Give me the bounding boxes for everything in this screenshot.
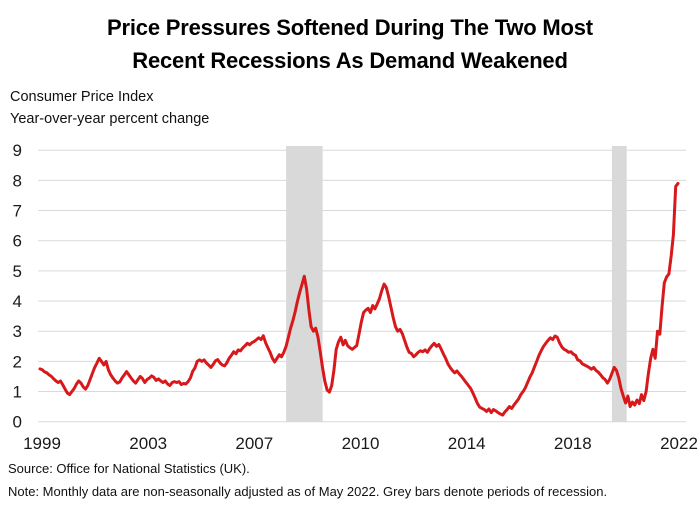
y-axis-tick-label: 3	[13, 322, 22, 341]
subtitle-units: Year-over-year percent change	[10, 111, 210, 127]
cpi-line	[38, 181, 680, 417]
recession-band	[611, 146, 627, 422]
y-axis-tick-label: 1	[13, 382, 22, 401]
y-axis-tick-label: 7	[13, 201, 22, 220]
x-axis-tick-label: 2010	[342, 434, 380, 453]
source-note: Source: Office for National Statistics (…	[8, 461, 250, 476]
y-axis-tick-label: 4	[13, 292, 22, 311]
y-axis-tick-label: 5	[13, 262, 22, 281]
chart-title: Price Pressures Softened During The Two …	[0, 11, 700, 77]
y-axis-tick-label: 8	[13, 171, 22, 190]
chart-footnotes: Source: Office for National Statistics (…	[8, 457, 696, 503]
chart-title-line-1: Price Pressures Softened During The Two …	[107, 15, 593, 40]
x-axis-tick-label: 2003	[129, 434, 167, 453]
x-axis-tick-label: 2018	[554, 434, 592, 453]
y-axis-tick-label: 6	[13, 232, 22, 251]
y-axis-tick-label: 0	[13, 413, 22, 432]
x-axis-tick-label: 2022	[660, 434, 698, 453]
subtitle-measure: Consumer Price Index	[10, 89, 154, 105]
x-axis-tick-label: 1999	[23, 434, 61, 453]
y-axis-tick-label: 9	[13, 141, 22, 160]
x-axis-tick-label: 2014	[448, 434, 486, 453]
y-axis-tick-label: 2	[13, 352, 22, 371]
chart-title-line-2: Recent Recessions As Demand Weakened	[132, 48, 568, 73]
chart-subtitle: Consumer Price Index Year-over-year perc…	[10, 86, 209, 130]
method-note: Note: Monthly data are non-seasonally ad…	[8, 484, 608, 499]
x-axis-tick-label: 2007	[235, 434, 273, 453]
